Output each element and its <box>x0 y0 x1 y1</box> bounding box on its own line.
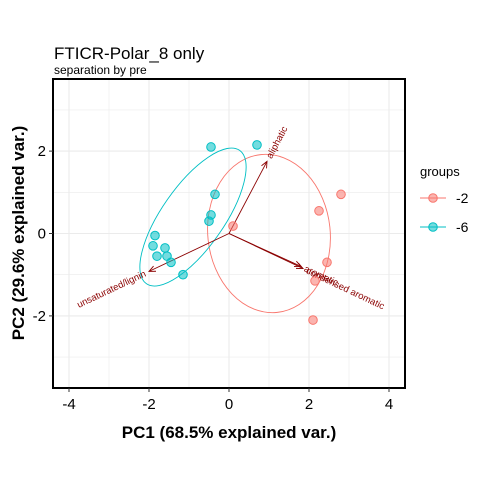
point--6 <box>160 243 170 253</box>
y-tick-label: -2 <box>33 308 46 325</box>
y-axis-label: PC2 (29.6% explained var.) <box>9 126 28 341</box>
data-points <box>148 140 346 325</box>
legend-label: -2 <box>456 190 469 206</box>
point--6 <box>204 216 214 226</box>
point--6 <box>178 269 188 280</box>
y-tick-label: 2 <box>38 143 46 160</box>
chart-subtitle: separation by pre <box>54 63 147 77</box>
point--2 <box>228 221 238 231</box>
confidence-ellipses <box>139 147 331 314</box>
x-tick-label: -2 <box>142 396 155 413</box>
point--2 <box>310 276 320 286</box>
vector-arrow <box>228 161 268 234</box>
point--6 <box>152 251 162 261</box>
vector-arrow <box>228 233 304 269</box>
point--6 <box>150 230 160 241</box>
vector-arrowhead <box>148 265 157 272</box>
chart-title: FTICR-Polar_8 only <box>54 44 205 63</box>
point--6 <box>210 189 220 200</box>
point--6 <box>148 241 158 251</box>
point--6 <box>166 257 176 268</box>
x-tick-label: 0 <box>225 396 233 413</box>
legend-key-point <box>428 193 438 203</box>
point--6 <box>252 140 262 150</box>
legend-label: -6 <box>456 219 469 235</box>
x-axis-label: PC1 (68.5% explained var.) <box>122 423 337 442</box>
point--2 <box>314 206 324 216</box>
y-tick-label: 0 <box>38 226 46 243</box>
axis-ticks: -4 -2 0 2 4 -2 0 2 <box>33 143 394 413</box>
vector-arrowhead <box>295 262 304 269</box>
legend-title: groups <box>420 164 460 179</box>
x-tick-label: 2 <box>305 396 313 413</box>
point--2 <box>308 315 318 325</box>
point--2 <box>336 189 346 200</box>
plot-grid <box>53 79 405 388</box>
x-tick-label: -4 <box>62 396 75 413</box>
x-tick-label: 4 <box>385 396 393 413</box>
point--2 <box>322 257 332 268</box>
legend: groups -2 -6 <box>420 164 469 235</box>
point--6 <box>206 142 216 152</box>
vector-arrow <box>148 233 230 272</box>
ellipse--2 <box>207 153 331 314</box>
vector-arrowhead <box>261 160 268 169</box>
ellipse--6 <box>139 147 247 287</box>
legend-key-point <box>428 222 438 232</box>
